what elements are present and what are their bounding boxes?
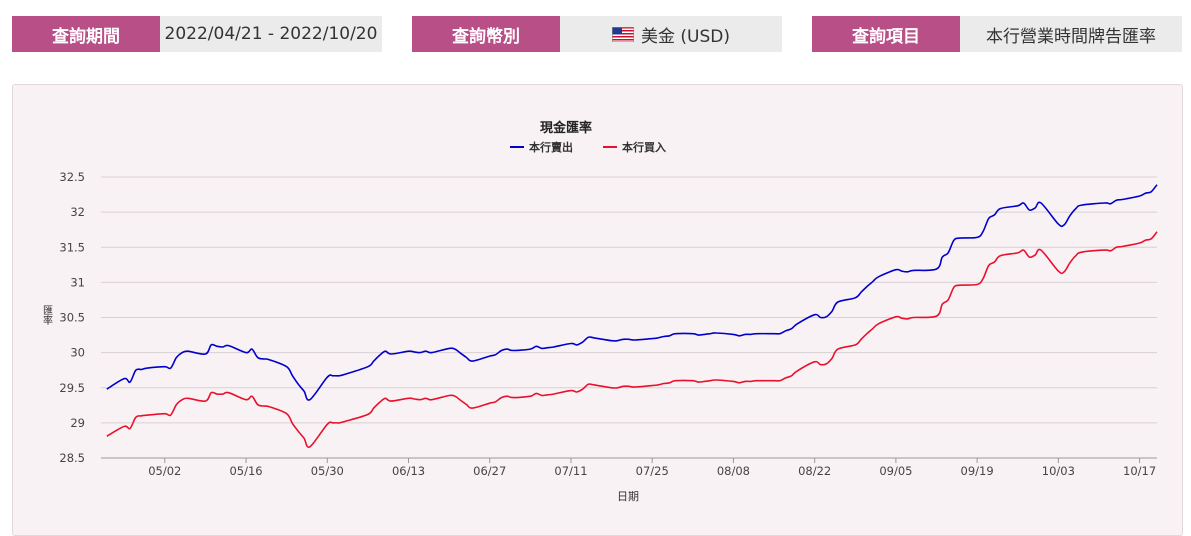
- y-tick-label: 31.5: [59, 240, 85, 254]
- y-tick-label: 30.5: [59, 311, 85, 325]
- x-tick-label: 05/16: [229, 464, 262, 478]
- exchange-rate-chart: 28.5 29 29.5 30 30.5 31 31.5 32 32.5 05/02 05/16 0…: [41, 120, 1158, 503]
- currency-filter[interactable]: 查詢幣別 美金 (USD): [412, 16, 782, 52]
- chart-title: 現金匯率: [540, 120, 592, 136]
- x-tick-label: 05/30: [311, 464, 344, 478]
- period-label: 查詢期間: [12, 16, 160, 52]
- chart-panel: 28.5 29 29.5 30 30.5 31 31.5 32 32.5 05/02 05/16 0…: [12, 84, 1183, 536]
- y-tick-label: 29.5: [59, 381, 85, 395]
- x-tick-label: 10/17: [1123, 464, 1156, 478]
- y-tick-label: 32.5: [59, 170, 85, 184]
- x-tick-label: 09/19: [961, 464, 994, 478]
- item-value[interactable]: 本行營業時間牌告匯率: [960, 16, 1182, 52]
- legend-label: 本行買入: [622, 140, 666, 154]
- currency-label: 查詢幣別: [412, 16, 560, 52]
- x-tick-label: 06/13: [392, 464, 425, 478]
- x-tick-label: 10/03: [1042, 464, 1075, 478]
- chart-legend: 本行賣出 本行買入: [510, 140, 666, 154]
- y-tick-label: 30: [70, 346, 85, 360]
- y-axis-title: 匯率: [41, 305, 53, 326]
- item-filter[interactable]: 查詢項目 本行營業時間牌告匯率: [812, 16, 1182, 52]
- x-axis-title: 日期: [617, 490, 639, 503]
- series-line-sell: [106, 184, 1158, 401]
- y-tick-label: 32: [70, 205, 85, 219]
- legend-item-sell[interactable]: 本行賣出: [510, 140, 573, 154]
- x-tick-label: 07/25: [636, 464, 669, 478]
- x-tick-label: 07/11: [554, 464, 587, 478]
- x-tick-label: 05/02: [148, 464, 181, 478]
- currency-value: 美金 (USD): [641, 26, 730, 47]
- currency-select[interactable]: 美金 (USD): [560, 16, 782, 52]
- item-label: 查詢項目: [812, 16, 960, 52]
- x-tick-label: 08/22: [798, 464, 831, 478]
- y-tick-label: 31: [70, 275, 85, 289]
- x-tick-label: 06/27: [473, 464, 506, 478]
- period-filter[interactable]: 查詢期間 2022/04/21 - 2022/10/20: [12, 16, 382, 52]
- us-flag-icon: [612, 26, 634, 42]
- series-line-buy: [106, 231, 1158, 449]
- period-value[interactable]: 2022/04/21 - 2022/10/20: [160, 16, 382, 52]
- x-tick-label: 08/08: [717, 464, 750, 478]
- legend-item-buy[interactable]: 本行買入: [603, 140, 666, 154]
- x-tick-label: 09/05: [879, 464, 912, 478]
- y-tick-label: 29: [70, 416, 85, 430]
- legend-label: 本行賣出: [529, 140, 573, 154]
- y-tick-label: 28.5: [59, 451, 85, 465]
